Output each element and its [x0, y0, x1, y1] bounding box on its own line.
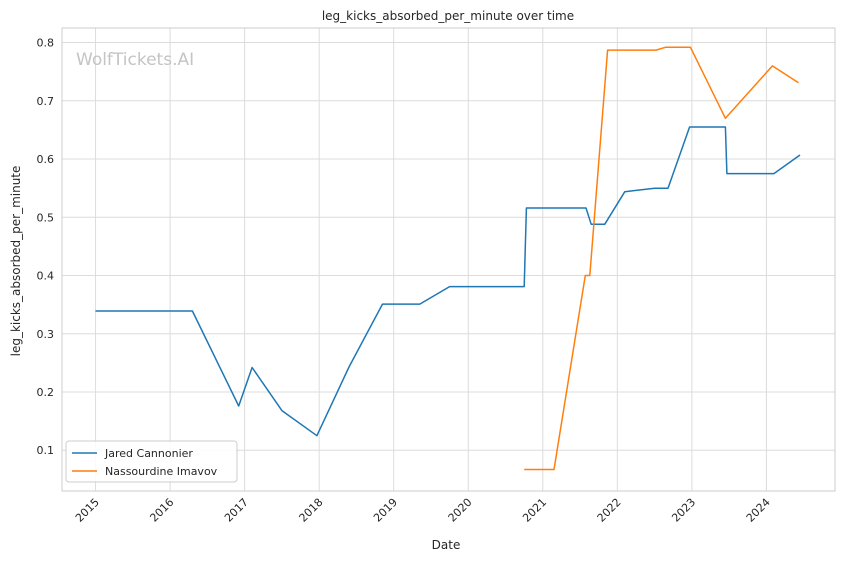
x-tick-label: 2019 — [371, 496, 400, 525]
plot-area-frame — [61, 27, 836, 492]
y-axis-ticks: 0.1 0.2 0.3 0.4 0.5 0.6 0.7 0.8 — [37, 37, 55, 458]
y-tick-label: 0.4 — [37, 270, 55, 283]
series-line-jared-cannonier — [95, 126, 801, 437]
x-tick-label: 2024 — [744, 496, 773, 525]
y-tick-label: 0.8 — [37, 37, 55, 50]
y-tick-label: 0.1 — [37, 444, 55, 457]
legend-label-jared-cannonier: Jared Cannonier — [104, 447, 193, 460]
legend-frame — [65, 440, 238, 483]
y-axis-title: leg_kicks_absorbed_per_minute — [9, 166, 23, 357]
x-axis-ticks: 2015 2016 2017 2018 2019 2020 2021 2022 2023 2024 — [73, 496, 773, 525]
x-tick-label: 2020 — [446, 496, 475, 525]
x-tick-label: 2021 — [520, 496, 549, 525]
x-tick-label: 2023 — [669, 496, 698, 525]
y-tick-label: 0.5 — [37, 211, 55, 224]
x-tick-label: 2016 — [147, 496, 176, 525]
y-tick-label: 0.2 — [37, 386, 55, 399]
y-tick-label: 0.7 — [37, 95, 55, 108]
series-line-nassourdine-imavov — [524, 46, 799, 471]
grid — [62, 28, 835, 491]
x-axis-title: Date — [432, 538, 461, 552]
legend: Jared Cannonier Nassourdine Imavov — [65, 440, 238, 483]
x-tick-label: 2015 — [73, 496, 102, 525]
watermark: WolfTickets.AI — [76, 50, 194, 70]
series-lines — [95, 46, 801, 471]
x-tick-label: 2018 — [297, 496, 326, 525]
chart-title: leg_kicks_absorbed_per_minute over time — [322, 9, 574, 23]
legend-label-nassourdine-imavov: Nassourdine Imavov — [105, 465, 218, 478]
x-tick-label: 2017 — [222, 496, 251, 525]
y-tick-label: 0.6 — [37, 153, 55, 166]
x-tick-label: 2022 — [595, 496, 624, 525]
y-tick-label: 0.3 — [37, 328, 55, 341]
